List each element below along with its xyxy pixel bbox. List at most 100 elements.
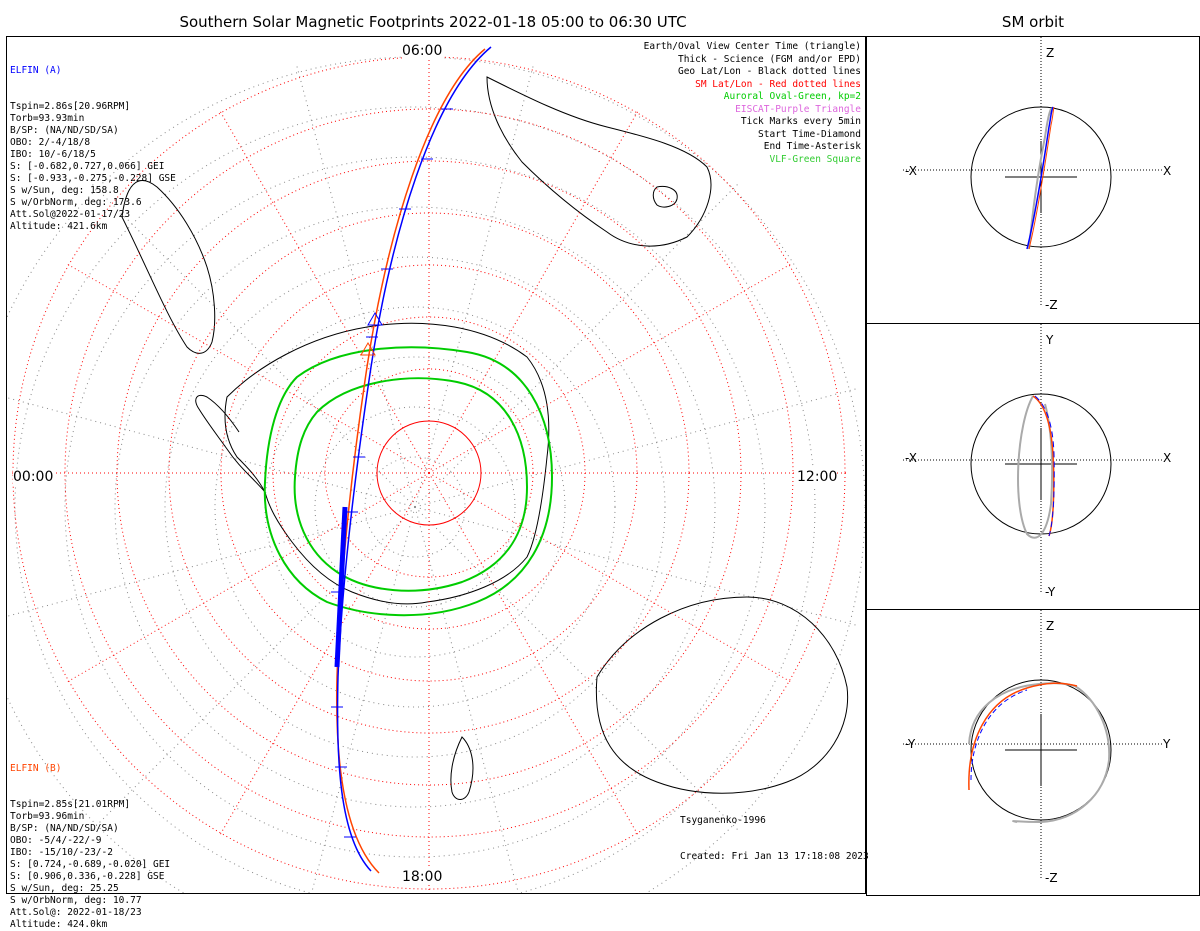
coast-peninsula xyxy=(195,394,266,493)
xz-bottom-label: -Z xyxy=(1045,298,1058,312)
mlt-label-right: 12:00 xyxy=(797,469,838,485)
legend-item: Start Time-Diamond xyxy=(758,128,861,140)
geo-lon-line xyxy=(414,506,860,627)
elfin-b-line: Torb=93.96min xyxy=(10,811,85,822)
sm-mlt-line xyxy=(428,262,793,474)
oval-outer xyxy=(263,346,554,617)
sm-mlt-line xyxy=(428,472,793,684)
coast-madagascar xyxy=(652,186,678,208)
elfin-b-line: OBO: -5/4/-22/-9 xyxy=(10,835,102,846)
sm-mlt-line xyxy=(428,472,640,837)
geo-lon-line xyxy=(89,506,416,833)
geo-lon-line xyxy=(0,506,416,619)
footprint-plot: 06:00 00:00 12:00 18:00 Earth/Oval View … xyxy=(0,36,869,931)
orbit-panel-title: SM orbit xyxy=(1001,13,1065,31)
elfin-b-line: Altitude: 424.0km xyxy=(10,919,108,930)
xz-right-label: X xyxy=(1163,164,1171,178)
coastlines xyxy=(121,76,849,800)
yz-right-label: Y xyxy=(1162,737,1171,751)
xy-top-label: Y xyxy=(1045,333,1054,347)
orbit-panel-xz: Z -Z -X X xyxy=(866,36,1200,324)
xz-top-label: Z xyxy=(1046,46,1054,60)
elfin-b-line: S w/Sun, deg: 25.25 xyxy=(10,883,119,894)
legend-item: Geo Lat/Lon - Black dotted lines xyxy=(677,66,861,77)
orbit-xy-svg: Y -Y -X X xyxy=(903,324,1171,599)
elfin-a-line: Tspin=2.86s[20.96RPM] xyxy=(10,101,131,112)
yz-left-label: -Y xyxy=(905,737,916,751)
elfin-a-track xyxy=(336,46,492,872)
legend-item: Earth/Oval View Center Time (triangle) xyxy=(643,41,861,52)
geo-lon-line xyxy=(414,181,741,508)
geo-lat-circle xyxy=(64,156,766,858)
elfin-b-info: ELFIN (B) Tspin=2.85s[21.01RPM] Torb=93.9… xyxy=(10,739,170,930)
sm-mlt-line xyxy=(65,472,430,684)
elfin-a-line: S w/OrbNorm, deg: 173.6 xyxy=(10,197,142,208)
xy-right-label: X xyxy=(1163,451,1171,465)
elfin-b-name: ELFIN (B) xyxy=(10,763,62,774)
geo-lat-circle xyxy=(264,356,566,658)
elfin-a-line: S: [-0.682,0.727,0.066] GEI xyxy=(10,161,165,172)
legend-item: VLF-Green Square xyxy=(769,153,861,165)
elfin-b-line: Att.Sol@: 2022-01-18/23 xyxy=(10,907,142,918)
elfin-a-line: Torb=93.93min xyxy=(10,113,85,124)
legend-item: Thick - Science (FGM and/or EPD) xyxy=(677,53,861,65)
elfin-a-line: OBO: 2/-4/18/8 xyxy=(10,137,91,148)
legend-item: Tick Marks every 5min xyxy=(740,116,861,127)
page-title: Southern Solar Magnetic Footprints 2022-… xyxy=(179,13,687,31)
geo-lon-line xyxy=(414,387,860,508)
elfin-a-line: S w/Sun, deg: 158.8 xyxy=(10,185,119,196)
elfin-a-line: Att.Sol@2022-01-17/23 xyxy=(10,209,131,220)
geo-lat-circle xyxy=(214,306,616,708)
coast-new-zealand xyxy=(450,736,474,800)
legend: Earth/Oval View Center Time (triangle) Th… xyxy=(644,41,861,166)
geo-lon-line xyxy=(89,181,416,508)
geo-lon-line xyxy=(295,62,416,508)
orbit-panel-xy: Y -Y -X X xyxy=(866,323,1200,610)
mlt-label-bottom: 18:00 xyxy=(402,869,443,885)
elfin-a-line: IBO: 10/-6/18/5 xyxy=(10,149,96,160)
xy-bottom-label: -Y xyxy=(1045,585,1056,599)
elfin-a-name: ELFIN (A) xyxy=(10,65,62,76)
elfin-b-line: IBO: -15/10/-23/-2 xyxy=(10,847,113,858)
geo-lat-circle xyxy=(164,256,666,758)
sm-mlt-line xyxy=(428,109,640,474)
elfin-a-line: S: [-0.933,-0.275,-0.228] GSE xyxy=(10,173,176,184)
geo-lon-line xyxy=(300,506,416,931)
view-center-triangle xyxy=(367,312,383,326)
yz-top-label: Z xyxy=(1046,619,1054,633)
coast-australia xyxy=(595,596,849,794)
geo-lon-line xyxy=(414,62,535,508)
oval-inner xyxy=(293,377,529,592)
elfin-a-science-segment xyxy=(334,506,348,668)
geo-lat-circle xyxy=(114,206,716,808)
xy-left-label: -X xyxy=(905,451,917,465)
xz-left-label: -X xyxy=(905,164,917,178)
orbit-xz-svg: Z -Z -X X xyxy=(903,37,1171,312)
geo-lat-circle xyxy=(364,456,466,558)
credits: Tsyganenko-1996 Created: Fri Jan 13 17:1… xyxy=(680,791,869,887)
sm-grid xyxy=(9,53,849,893)
geo-lat-circle xyxy=(14,106,816,908)
sm-mlt-line xyxy=(65,262,430,474)
geo-lat-circle xyxy=(314,406,516,608)
mlt-label-left: 00:00 xyxy=(13,469,54,485)
yz-bottom-label: -Z xyxy=(1045,871,1058,885)
coast-africa xyxy=(486,76,712,247)
orbit-panel-yz: Z -Z -Y Y xyxy=(866,609,1200,896)
elfin-a-line: B/SP: (NA/ND/SD/SA) xyxy=(10,125,119,136)
elfin-b-line: B/SP: (NA/ND/SD/SA) xyxy=(10,823,119,834)
elfin-b-track xyxy=(335,48,486,874)
credit-model: Tsyganenko-1996 xyxy=(680,815,766,826)
elfin-a-line: Altitude: 421.6km xyxy=(10,221,108,232)
legend-item: SM Lat/Lon - Red dotted lines xyxy=(695,78,861,90)
elfin-b-line: S: [0.724,-0.689,-0.020] GEI xyxy=(10,859,171,870)
elfin-b-line: S w/OrbNorm, deg: 10.77 xyxy=(10,895,142,906)
legend-item: End Time-Asterisk xyxy=(763,141,861,152)
footprint-tracks xyxy=(331,46,492,874)
legend-item: EISCAT-Purple Triangle xyxy=(735,103,861,115)
geo-lon-line xyxy=(414,506,530,931)
sm-mlt-line xyxy=(218,472,430,837)
elfin-b-line: Tspin=2.85s[21.01RPM] xyxy=(10,799,131,810)
coast-south-america xyxy=(121,180,216,354)
auroral-oval xyxy=(263,346,554,617)
